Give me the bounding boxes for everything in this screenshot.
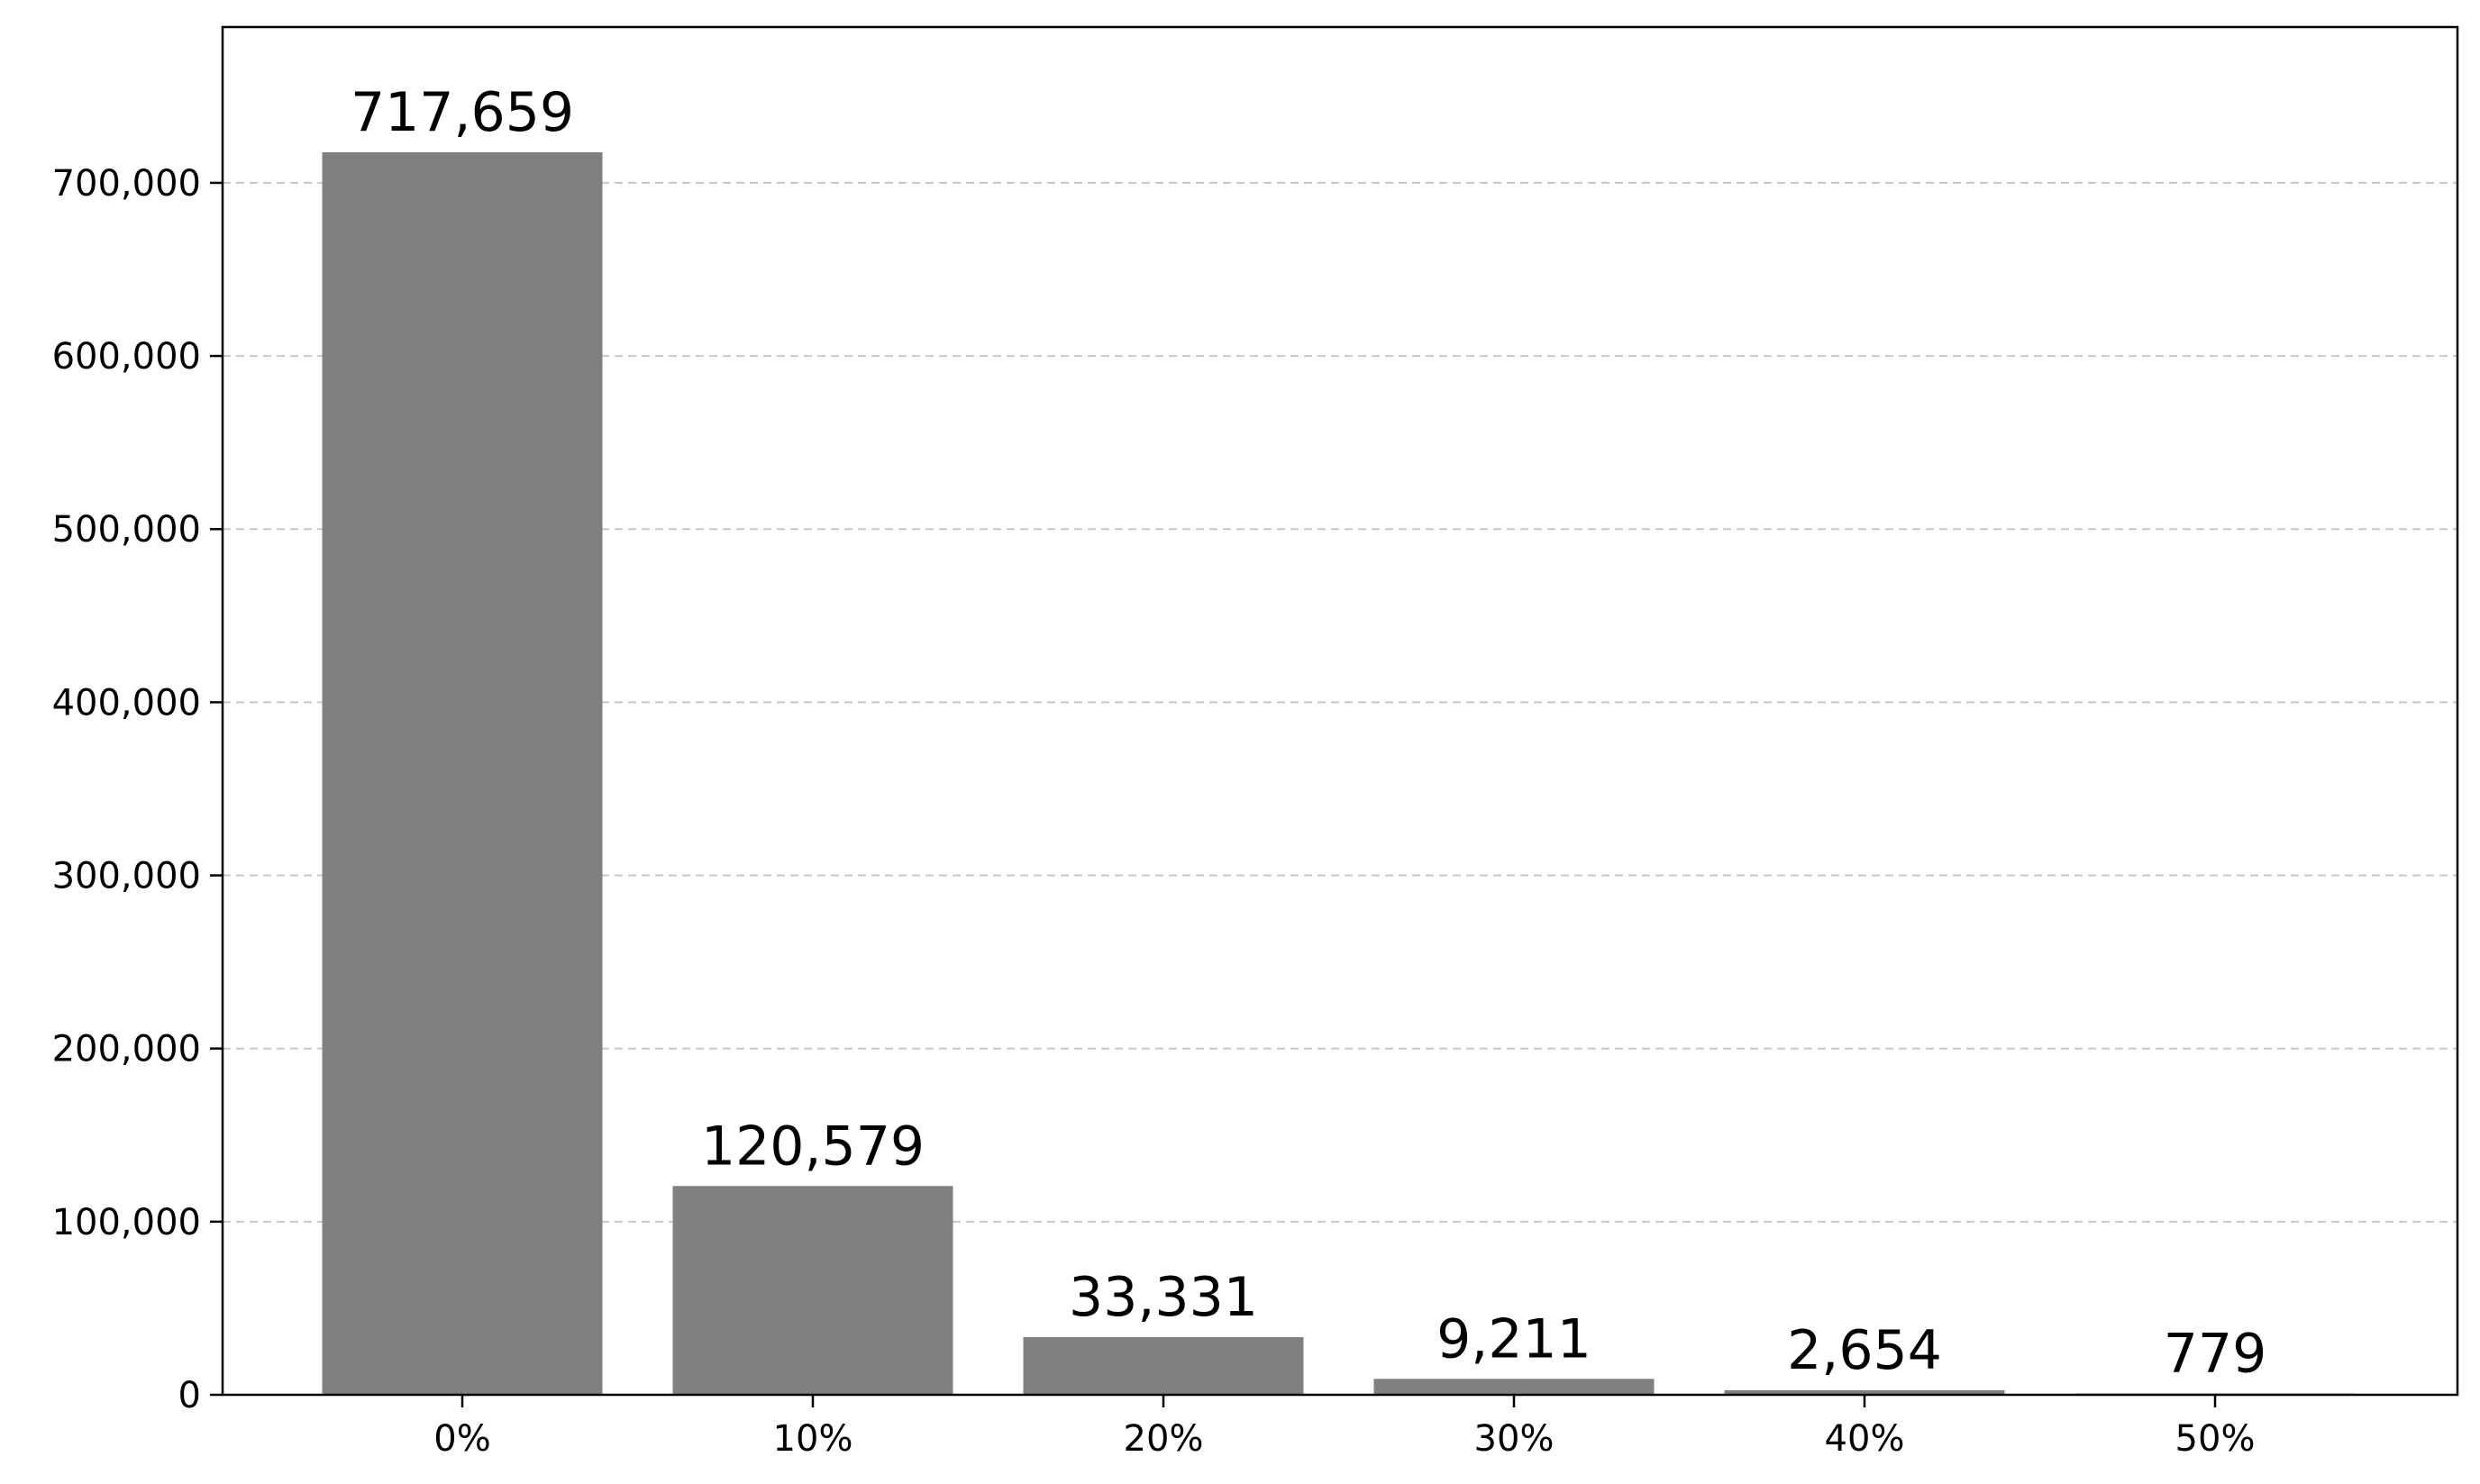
data-label: 9,211	[1436, 1307, 1591, 1370]
data-label: 717,659	[351, 81, 574, 144]
y-tick-label: 700,000	[52, 163, 201, 205]
data-label: 2,654	[1787, 1319, 1942, 1382]
y-tick-label: 200,000	[52, 1029, 201, 1070]
x-tick-label: 0%	[433, 1418, 490, 1460]
x-tick-label: 50%	[2175, 1418, 2256, 1460]
x-tick-label: 20%	[1124, 1418, 1204, 1460]
x-tick-label: 40%	[1825, 1418, 1905, 1460]
bar-10pct	[672, 1186, 953, 1395]
y-tick-label: 600,000	[52, 336, 201, 378]
plot-frame	[221, 25, 2459, 1397]
bar-30pct	[1373, 1379, 1655, 1395]
x-tick-label: 30%	[1474, 1418, 1555, 1460]
data-label: 779	[2164, 1323, 2267, 1386]
y-tick-label: 0	[178, 1375, 201, 1416]
x-tick-label: 10%	[773, 1418, 853, 1460]
bar-0pct	[322, 152, 603, 1395]
y-tick-label: 100,000	[52, 1202, 201, 1243]
y-tick-label: 300,000	[52, 856, 201, 897]
y-tick-label: 500,000	[52, 509, 201, 551]
bar-40pct	[1724, 1389, 2005, 1395]
data-label: 33,331	[1069, 1266, 1258, 1329]
bars-layer	[322, 152, 2356, 1395]
axes-layer: 0 100,000 200,000 300,000 400,000 500,000 600,…	[52, 25, 2459, 1460]
data-labels-layer: 717,659 120,579 33,331 9,211 2,654 779	[351, 81, 2266, 1385]
data-label: 120,579	[701, 1115, 925, 1178]
y-tick-label: 400,000	[52, 682, 201, 724]
bar-20pct	[1023, 1336, 1304, 1395]
